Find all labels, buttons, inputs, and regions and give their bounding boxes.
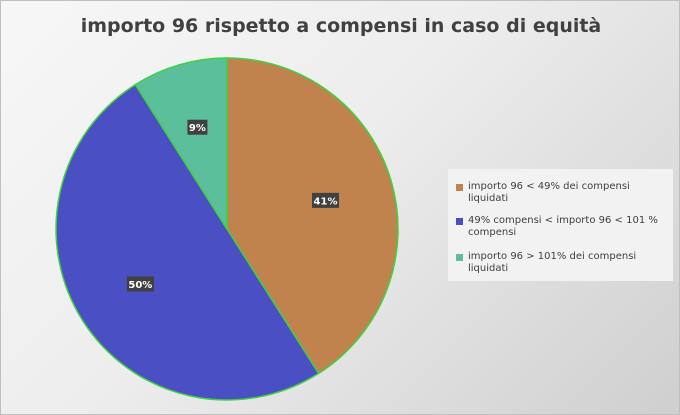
svg-text:9%: 9% (189, 123, 206, 134)
data-label-lt49: 41% (312, 193, 339, 208)
legend-swatch-gt101 (456, 254, 463, 261)
legend-label-lt49: importo 96 < 49% dei compensi liquidati (456, 181, 670, 205)
legend-swatch-49-101 (456, 218, 463, 225)
legend-item-lt49: importo 96 < 49% dei compensi liquidati (456, 181, 670, 205)
svg-text:50%: 50% (128, 280, 152, 291)
data-label-49-101: 50% (127, 276, 154, 291)
svg-text:41%: 41% (314, 196, 338, 207)
data-label-gt101: 9% (187, 120, 207, 135)
legend-item-gt101: importo 96 > 101% dei compensi liquidati (456, 251, 670, 275)
legend-item-49-101: 49% compensi < importo 96 < 101 % compen… (456, 215, 670, 239)
legend-label-gt101: importo 96 > 101% dei compensi liquidati (456, 251, 670, 275)
legend: importo 96 < 49% dei compensi liquidati … (448, 169, 673, 281)
legend-label-49-101: 49% compensi < importo 96 < 101 % compen… (456, 215, 670, 239)
legend-swatch-lt49 (456, 184, 463, 191)
